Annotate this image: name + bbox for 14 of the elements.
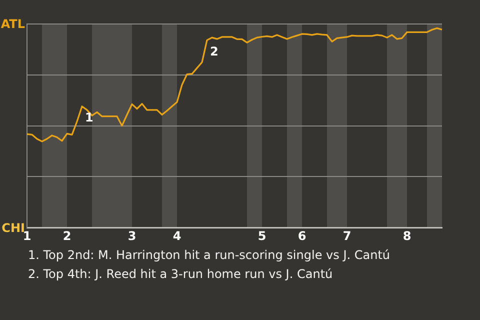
- text: ATL: [0, 16, 25, 32]
- text: 1. Top 2nd: M. Harrington hit a run-scoring single vs J. Cantú: [28, 247, 392, 264]
- x-tick-label: 6: [298, 228, 306, 243]
- x-tick-label: 2: [62, 228, 72, 243]
- x-tick-label: 7: [342, 228, 352, 243]
- text: 2. Top 4th: J. Reed hit a 3-run home run vs J. Cantú: [28, 266, 334, 283]
- x-tick-label: 8: [402, 228, 412, 243]
- annotation: 2: [210, 44, 218, 58]
- x-tick-label: 5: [258, 228, 266, 243]
- x-tick-label: 3: [128, 228, 136, 243]
- x-tick-label: 1: [22, 228, 32, 243]
- text: CHI: [2, 220, 25, 235]
- x-tick-label: 4: [172, 228, 182, 243]
- annotation: 1: [85, 110, 94, 124]
